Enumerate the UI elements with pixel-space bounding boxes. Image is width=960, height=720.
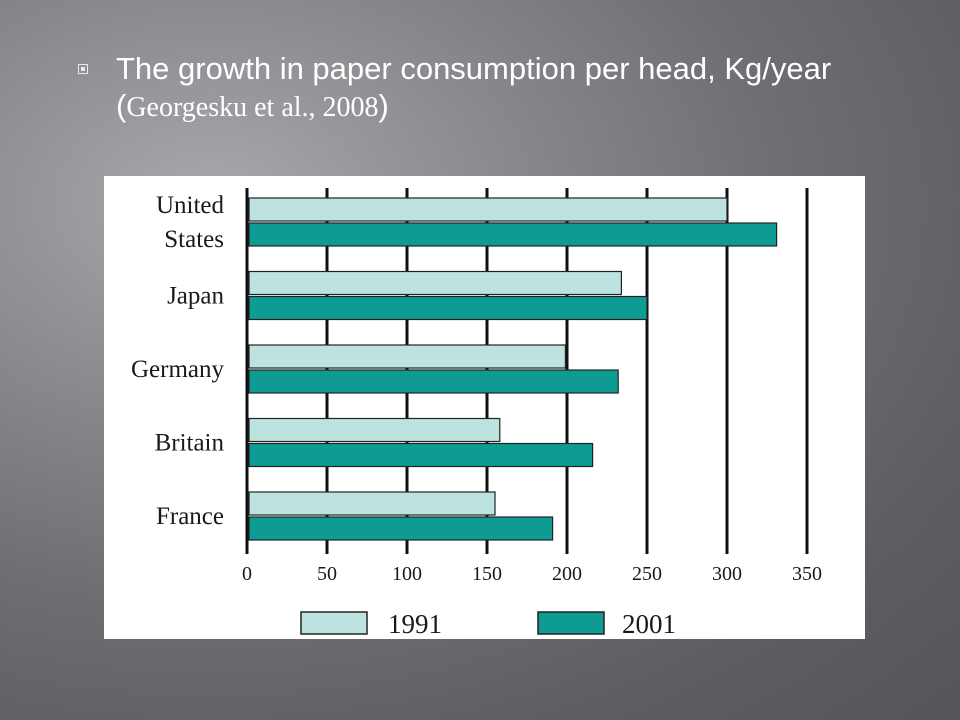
x-tick-label-100: 100	[392, 563, 422, 585]
x-tick-label-350: 350	[792, 563, 822, 585]
title-end-text: )	[378, 88, 389, 123]
category-label-japan: Japan	[167, 283, 224, 310]
x-tick-label-150: 150	[472, 563, 502, 585]
bar-britain-1991	[248, 417, 501, 443]
category-label-germany: Germany	[131, 356, 225, 383]
x-tick-label-250: 250	[632, 563, 662, 585]
legend-label-2001: 2001	[622, 609, 676, 639]
bar-japan-2001	[248, 295, 648, 321]
slide-title: The growth in paper consumption per head…	[116, 50, 916, 126]
legend-label-1991: 1991	[388, 609, 442, 639]
bar-germany-1991	[248, 344, 566, 369]
x-tick-label-200: 200	[552, 563, 582, 585]
title-citation: Georgesku et al., 2008	[126, 92, 379, 123]
legend-swatch-2001	[537, 611, 605, 635]
x-tick-label-300: 300	[712, 563, 742, 585]
bar-france-2001	[248, 516, 554, 541]
x-tick-label-0: 0	[242, 563, 252, 585]
paper-consumption-chart: 0 50 100 150 200 250 300 350 United States Japan Ge…	[131, 188, 822, 639]
bar-germany-2001	[248, 369, 619, 394]
category-label-france: France	[156, 503, 224, 530]
bar-united-states-1991	[248, 197, 728, 222]
x-tick-label-50: 50	[317, 563, 337, 585]
square-bullet-icon	[78, 64, 88, 74]
bar-britain-2001	[248, 442, 594, 468]
legend-swatch-1991	[300, 611, 368, 635]
bar-united-states-2001	[248, 222, 778, 247]
category-label-united-states-1: States	[164, 226, 224, 253]
category-label-britain: Britain	[155, 430, 225, 457]
category-label-united-states-0: United	[156, 192, 225, 219]
chart-panel: 0 50 100 150 200 250 300 350 United States Japan Ge…	[104, 176, 865, 639]
title-main-text: The growth in paper consumption per head…	[116, 51, 832, 123]
bar-france-1991	[248, 491, 496, 516]
bar-japan-1991	[248, 270, 622, 296]
